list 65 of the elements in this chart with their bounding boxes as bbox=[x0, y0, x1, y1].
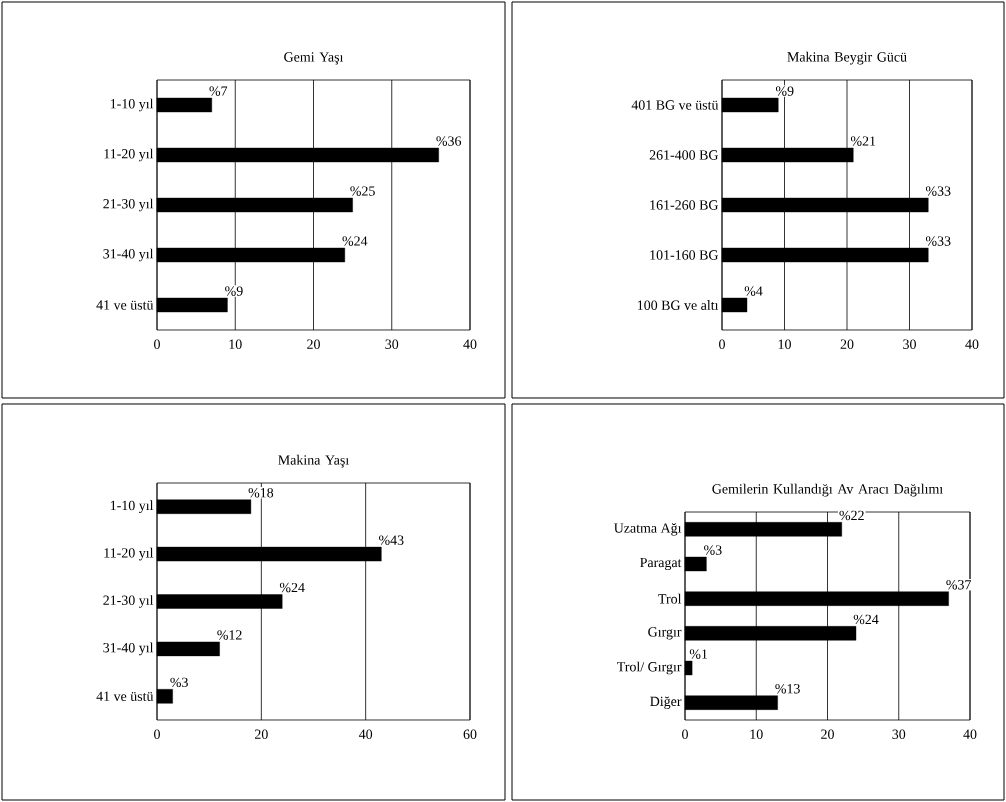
data-label: %3 bbox=[704, 545, 722, 555]
x-tick-label: 40 bbox=[965, 339, 979, 349]
y-tick-label: 101-160 BG bbox=[650, 250, 719, 260]
x-tick-label: 0 bbox=[154, 729, 160, 739]
x-tick-label: 20 bbox=[840, 339, 854, 349]
data-label: %18 bbox=[248, 488, 274, 498]
data-label: %21 bbox=[850, 136, 876, 146]
data-label: %37 bbox=[946, 580, 971, 590]
y-tick-label: 21-30 yıl bbox=[103, 595, 154, 608]
y-tick-label: 261-400 BG bbox=[649, 150, 719, 160]
y-tick-label: 100 BG ve altı bbox=[637, 300, 719, 310]
data-label: %9 bbox=[225, 286, 243, 296]
y-tick-label: 161-260 BG bbox=[650, 200, 719, 210]
y-tick-label: Uzatma Ağı bbox=[614, 523, 682, 536]
x-tick-label: 10 bbox=[229, 339, 242, 349]
x-tick-label: 60 bbox=[463, 729, 477, 739]
y-tick-label: 21-30 yıl bbox=[103, 198, 154, 212]
data-label: %12 bbox=[217, 630, 242, 640]
data-label: %9 bbox=[775, 86, 794, 96]
x-tick-label: 30 bbox=[892, 729, 906, 739]
y-tick-label: Diğer bbox=[650, 696, 682, 709]
x-tick-label: 0 bbox=[682, 729, 688, 739]
data-label: %3 bbox=[170, 677, 188, 688]
chart-title: Makina Yaşı bbox=[278, 454, 349, 468]
x-tick-label: 10 bbox=[750, 729, 763, 739]
y-tick-label: 31-40 yıl bbox=[103, 248, 154, 262]
x-tick-label: 0 bbox=[154, 339, 160, 349]
chart-title: Gemi Yaşı bbox=[284, 52, 344, 65]
x-tick-label: 30 bbox=[903, 339, 916, 349]
y-tick-label: 41 ve üstü bbox=[96, 691, 154, 701]
data-label: %7 bbox=[209, 86, 228, 96]
x-tick-label: 20 bbox=[307, 339, 320, 349]
data-label: %36 bbox=[436, 136, 462, 146]
data-label: %24 bbox=[279, 582, 305, 593]
data-label: %25 bbox=[350, 186, 375, 196]
data-label: %33 bbox=[925, 236, 951, 246]
y-tick-label: 1-10 yıl bbox=[110, 98, 154, 112]
y-tick-label: Gırgır bbox=[648, 627, 682, 640]
y-tick-label: 41 ve üstü bbox=[96, 300, 154, 310]
data-label: %13 bbox=[775, 684, 800, 694]
x-tick-label: 10 bbox=[778, 339, 791, 349]
x-tick-label: 40 bbox=[963, 729, 977, 739]
x-tick-label: 20 bbox=[821, 729, 834, 739]
data-label: %24 bbox=[342, 236, 368, 246]
data-label: %24 bbox=[853, 614, 879, 625]
y-tick-label: 11-20 yıl bbox=[104, 148, 154, 162]
data-label: %1 bbox=[689, 649, 708, 659]
y-tick-label: 31-40 yıl bbox=[103, 642, 154, 656]
data-label: %4 bbox=[744, 286, 763, 296]
y-tick-label: Paragat bbox=[640, 557, 682, 571]
data-label: %22 bbox=[839, 510, 864, 521]
y-tick-label: Trol bbox=[658, 593, 682, 604]
data-label: %33 bbox=[925, 186, 951, 196]
x-tick-label: 0 bbox=[719, 339, 725, 349]
x-tick-label: 30 bbox=[385, 339, 399, 349]
y-tick-label: Trol/ Gırgır bbox=[617, 661, 682, 675]
y-tick-label: 11-20 yıl bbox=[104, 547, 154, 561]
data-label: %43 bbox=[379, 535, 404, 545]
chart-title: Gemilerin Kullandığı Av Aracı Dağılımı bbox=[712, 483, 943, 497]
y-tick-label: 401 BG ve üstü bbox=[631, 100, 719, 110]
x-tick-label: 20 bbox=[254, 729, 268, 739]
x-tick-label: 40 bbox=[463, 339, 477, 349]
x-tick-label: 40 bbox=[358, 729, 373, 739]
chart-title: Makina Beygir Gücü bbox=[787, 51, 907, 65]
y-tick-label: 1-10 yıl bbox=[110, 500, 154, 514]
